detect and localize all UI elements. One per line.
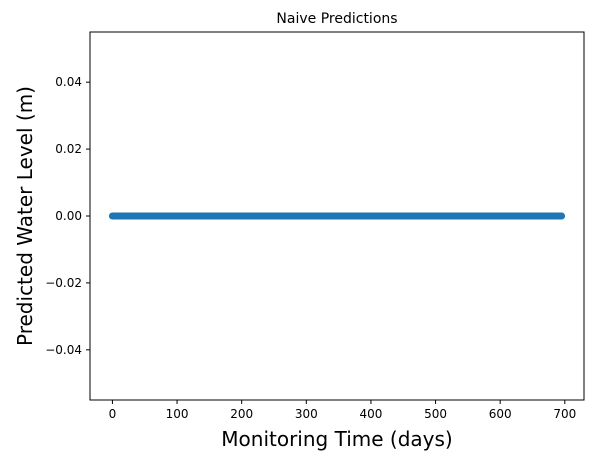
x-tick-label: 400 bbox=[359, 407, 382, 421]
data-points bbox=[108, 212, 566, 220]
x-tick-label: 300 bbox=[295, 407, 318, 421]
x-tick-label: 600 bbox=[489, 407, 512, 421]
y-axis-ticks: −0.04 −0.02 0.00 0.02 0.04 bbox=[45, 75, 90, 357]
x-axis-label: Monitoring Time (days) bbox=[221, 427, 452, 451]
x-tick-label: 200 bbox=[230, 407, 253, 421]
y-tick-label: 0.00 bbox=[55, 209, 82, 223]
x-tick-label: 500 bbox=[424, 407, 447, 421]
y-tick-label: −0.02 bbox=[45, 276, 82, 290]
scatter-point bbox=[558, 212, 566, 220]
x-tick-label: 700 bbox=[553, 407, 576, 421]
y-tick-label: 0.02 bbox=[55, 142, 82, 156]
y-tick-label: 0.04 bbox=[55, 75, 82, 89]
chart-title: Naive Predictions bbox=[276, 11, 397, 27]
y-tick-label: −0.04 bbox=[45, 343, 82, 357]
x-tick-label: 100 bbox=[166, 407, 189, 421]
x-tick-label: 0 bbox=[109, 407, 117, 421]
y-axis-label: Predicted Water Level (m) bbox=[13, 86, 37, 346]
x-axis-ticks: 0 100 200 300 400 500 600 700 bbox=[109, 400, 576, 421]
